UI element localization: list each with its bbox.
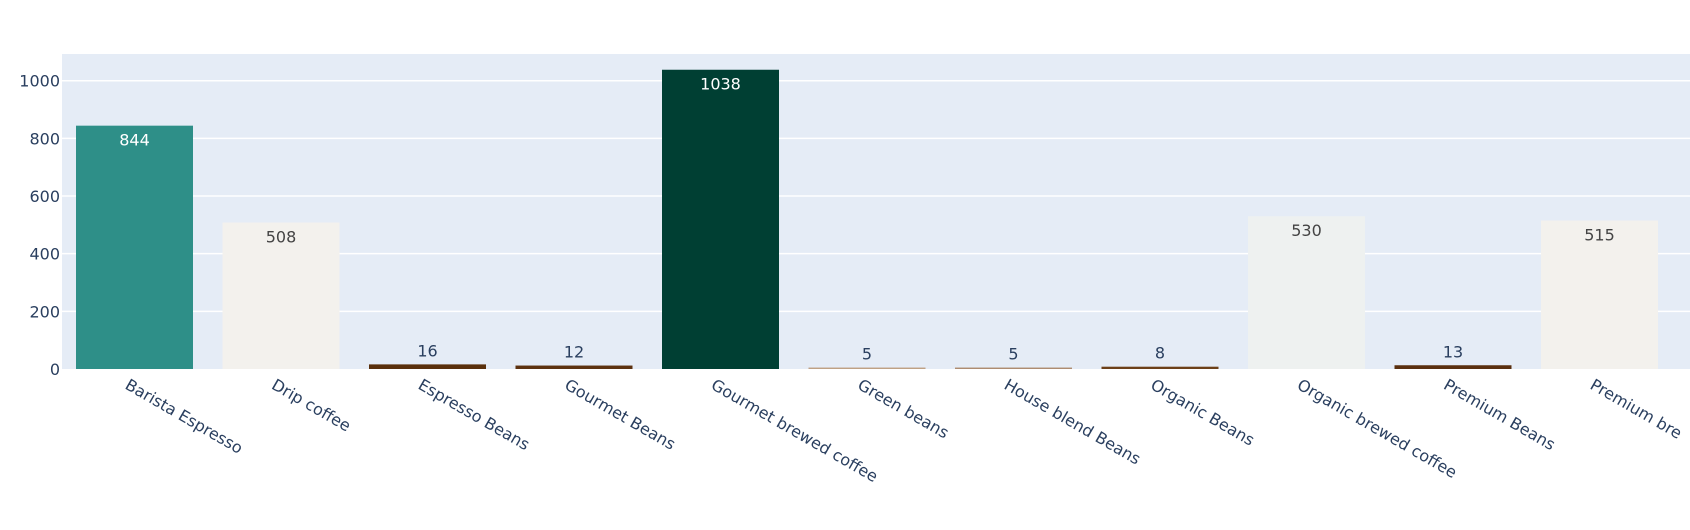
x-tick-label-2: Drip coffee — [269, 375, 355, 435]
data-label-1: 844 — [119, 131, 150, 150]
x-tick-label-3: Espresso Beans — [415, 375, 533, 454]
data-label-4: 12 — [564, 343, 584, 362]
y-tick-label: 0 — [50, 360, 60, 379]
bar-6[interactable] — [808, 367, 926, 369]
bar-8[interactable] — [1101, 366, 1219, 369]
y-tick-label: 600 — [29, 187, 60, 206]
x-tick-label-11: Premium bre — [1587, 375, 1685, 443]
data-label-6: 5 — [862, 345, 872, 364]
x-tick-label-8: Organic Beans — [1148, 375, 1258, 450]
bar-1[interactable] — [76, 125, 193, 370]
data-label-2: 508 — [266, 228, 297, 247]
x-tick-label-4: Gourmet Beans — [562, 375, 679, 454]
data-label-3: 16 — [417, 341, 437, 360]
bar-7[interactable] — [955, 367, 1072, 369]
bar-3[interactable] — [369, 364, 486, 369]
y-tick-label: 400 — [29, 245, 60, 264]
x-tick-label-7: House blend Beans — [1001, 375, 1144, 469]
bar-5[interactable] — [662, 69, 779, 370]
data-label-7: 5 — [1008, 345, 1018, 364]
y-tick-label: 1000 — [19, 72, 60, 91]
data-label-10: 13 — [1443, 342, 1463, 361]
y-tick-label: 200 — [29, 302, 60, 321]
bar-9[interactable] — [1248, 216, 1365, 369]
data-label-11: 515 — [1584, 226, 1615, 245]
data-label-9: 530 — [1291, 221, 1322, 240]
bar-4[interactable] — [515, 365, 633, 369]
x-tick-label-9: Organic brewed coffee — [1294, 375, 1460, 482]
bar-11[interactable] — [1541, 220, 1658, 369]
y-tick-label: 800 — [29, 129, 60, 148]
x-tick-label-1: Barista Espresso — [122, 375, 246, 458]
x-tick-label-6: Green beans — [855, 375, 953, 442]
data-label-5: 1038 — [700, 75, 741, 94]
bar-10[interactable] — [1394, 365, 1512, 369]
bar-2[interactable] — [222, 222, 340, 369]
data-label-8: 8 — [1155, 344, 1165, 363]
x-tick-label-10: Premium Beans — [1441, 375, 1559, 454]
